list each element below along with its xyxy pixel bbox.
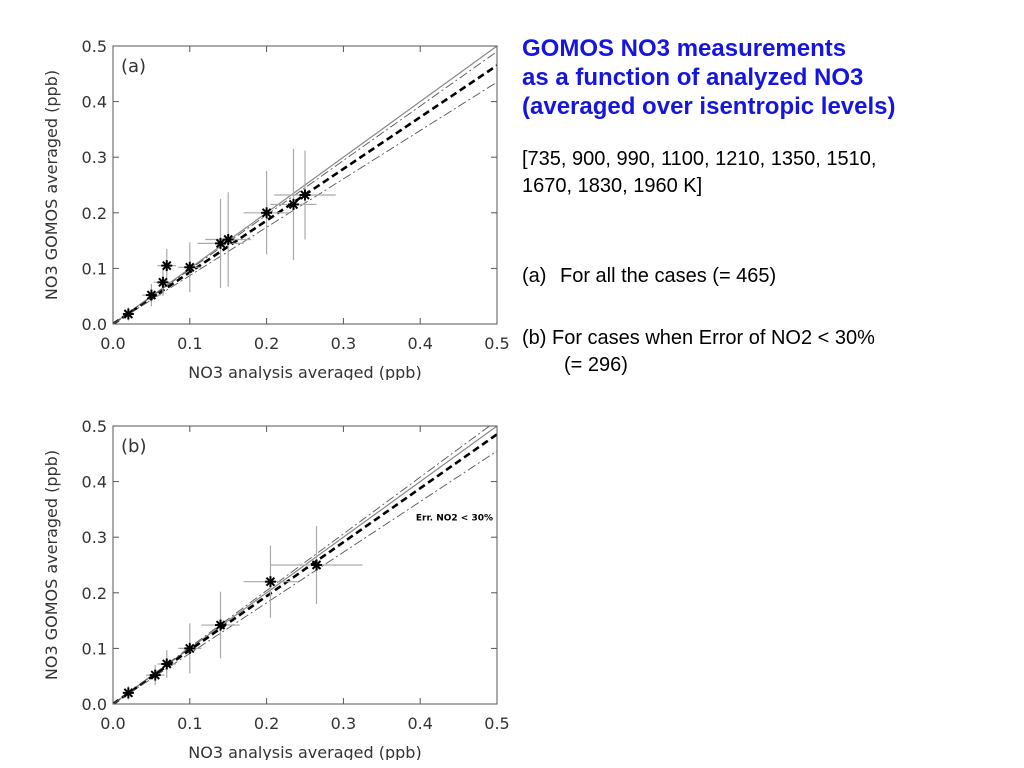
data-point	[145, 289, 157, 301]
y-tick-label: 0.5	[82, 37, 107, 56]
title-line-2: as a function of analyzed NO3	[522, 64, 864, 91]
title-line-3: (averaged over isentropic levels)	[522, 93, 896, 120]
data-point	[299, 189, 311, 201]
plot-area	[113, 426, 497, 704]
x-axis-label: NO3 analysis averaged (ppb)	[188, 743, 421, 760]
y-tick-label: 0.5	[82, 417, 107, 436]
x-tick-label: 0.0	[100, 334, 125, 353]
data-point	[161, 260, 173, 272]
case-b-description: (b) For cases when Error of NO2 < 30%	[522, 327, 875, 349]
y-tick-label: 0.2	[82, 204, 107, 223]
y-tick-label: 0.3	[82, 148, 107, 167]
x-tick-label: 0.5	[484, 334, 509, 353]
plot-frame	[112, 45, 498, 325]
data-point	[287, 198, 299, 210]
data-point	[122, 687, 134, 699]
data-point	[184, 642, 196, 654]
scatter-chart-a: 0.0 0.1 0.2 0.3 0.4 0.5 0.0 0.1 0.2 0.3 0.4 0.5 (a) N…	[42, 37, 510, 380]
x-tick-label: 0.0	[100, 714, 125, 733]
isentropic-levels: [735, 900, 990, 1100, 1210, 1350, 1510, …	[522, 146, 1012, 200]
case-a-description: (a) For all the cases (= 465)	[522, 263, 1012, 290]
y-tick-label: 0.4	[82, 93, 107, 112]
y-tick-label: 0.4	[82, 473, 107, 492]
data-point	[264, 576, 276, 588]
y-tick-label: 0.0	[82, 695, 107, 714]
data-point	[261, 207, 273, 219]
data-point	[157, 276, 169, 288]
y-tick-label: 0.3	[82, 528, 107, 547]
data-point	[222, 233, 234, 245]
x-tick-label: 0.2	[254, 334, 279, 353]
x-tick-label: 0.2	[254, 714, 279, 733]
x-tick-label: 0.5	[484, 714, 509, 733]
x-tick-label: 0.1	[177, 334, 202, 353]
data-point	[215, 619, 227, 631]
y-tick-label: 0.0	[82, 315, 107, 334]
y-axis-label: NO3 GOMOS averaged (ppb)	[42, 70, 61, 300]
y-tick-label: 0.2	[82, 584, 107, 603]
y-tick-label: 0.1	[82, 639, 107, 658]
levels-line-1: [735, 900, 990, 1100, 1210, 1350, 1510,	[522, 148, 877, 170]
y-axis-label: NO3 GOMOS averaged (ppb)	[42, 450, 61, 680]
data-point	[149, 669, 161, 681]
dashed-fit-line	[113, 433, 497, 704]
panel-label: (a)	[121, 56, 146, 77]
plot-frame	[112, 425, 498, 705]
dashdot-fit-line	[113, 51, 497, 324]
panel-label: (b)	[121, 436, 146, 457]
x-tick-label: 0.3	[331, 714, 356, 733]
plot-area	[113, 46, 497, 324]
scatter-chart-b: 0.0 0.1 0.2 0.3 0.4 0.5 0.0 0.1 0.2 0.3 0.4 0.5 (b) E…	[42, 417, 510, 760]
data-point	[122, 308, 134, 320]
x-tick-label: 0.4	[407, 334, 432, 353]
data-point	[161, 658, 173, 670]
dashdot-fit-line	[113, 426, 491, 704]
description-panel: GOMOS NO3 measurements as a function of …	[522, 34, 1012, 379]
case-a-label: (a)	[522, 265, 547, 287]
dashdot-fit-line	[113, 450, 497, 704]
y-tick-label: 0.1	[82, 259, 107, 278]
x-axis-label: NO3 analysis averaged (ppb)	[188, 363, 421, 380]
levels-line-2: 1670, 1830, 1960 K]	[522, 175, 703, 197]
data-point	[311, 559, 323, 571]
case-b-count: (= 296)	[564, 354, 628, 376]
annotation-label: Err. NO2 < 30%	[416, 514, 493, 524]
title-line-1: GOMOS NO3 measurements	[522, 35, 847, 62]
x-tick-label: 0.1	[177, 714, 202, 733]
x-tick-label: 0.3	[331, 334, 356, 353]
x-tick-label: 0.4	[407, 714, 432, 733]
case-a-text: For all the cases (= 465)	[560, 265, 777, 287]
data-point	[184, 261, 196, 273]
